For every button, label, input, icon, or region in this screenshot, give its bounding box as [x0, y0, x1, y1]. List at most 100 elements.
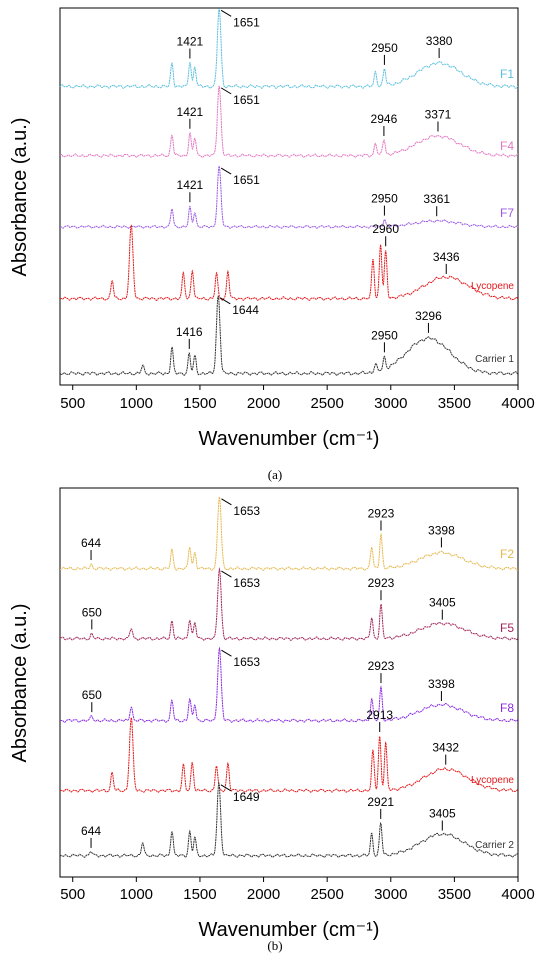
series-name-label: Carrier 2 — [475, 840, 514, 851]
peak-label: 2923 — [368, 659, 395, 673]
peak-label: 1653 — [233, 655, 260, 669]
chart-panel-1: 500 1000 1500 2000 2500 3000 3500 4000 Wavenumbe… — [9, 7, 535, 482]
x-tick-label: 3500 — [438, 395, 471, 412]
x-tick-label: 1000 — [120, 886, 153, 903]
series-line — [59, 567, 519, 641]
series-f2: F2 644 1653 2923 3398 — [59, 494, 519, 571]
series-f8: F8 650 1653 2923 3398 — [59, 646, 519, 723]
x-tick-label: 2500 — [310, 395, 343, 412]
peak-label: 3436 — [433, 250, 460, 264]
peak-label: 3380 — [426, 34, 453, 48]
x-tick-label: 1500 — [183, 395, 216, 412]
plot-frame — [59, 487, 519, 878]
x-tick-label: 2000 — [247, 395, 280, 412]
series-line — [59, 85, 519, 158]
series-f5: F5 650 1653 2923 3405 — [59, 567, 519, 641]
peak-label: 1421 — [177, 178, 204, 192]
peak-label: 1421 — [177, 105, 204, 119]
series-line — [59, 715, 518, 793]
series-line — [60, 164, 519, 229]
peak-label: 644 — [81, 824, 101, 838]
series-name-label: Lycopene — [471, 775, 514, 786]
x-tick-label: 3500 — [438, 886, 471, 903]
x-tick-label: 500 — [60, 886, 85, 903]
peak-label: 3361 — [423, 192, 450, 206]
panel-letter: (a) — [268, 467, 282, 482]
series-name-label: F4 — [500, 139, 514, 153]
x-tick-label: 1500 — [183, 886, 216, 903]
series-line — [59, 494, 519, 571]
series-line — [59, 781, 519, 858]
peak-label: 1416 — [176, 325, 203, 339]
series-line — [59, 8, 519, 89]
peak-label: 2923 — [368, 506, 395, 520]
peak-label: 2946 — [371, 112, 398, 126]
peak-label: 2960 — [372, 222, 399, 236]
peak-label: 3432 — [432, 741, 459, 755]
series-line — [59, 295, 519, 376]
peak-leader — [220, 87, 232, 95]
peak-label: 3371 — [425, 107, 452, 121]
series-f7: F7 1421 1651 2950 3361 — [60, 164, 519, 229]
series-carrier-1: Carrier 1 1416 1644 2950 3296 — [59, 295, 519, 376]
peak-label: 3398 — [428, 523, 455, 537]
series-lycopene: Lycopene 2913 3432 — [59, 708, 518, 793]
series-f1: F1 1421 1651 2950 3380 — [59, 8, 519, 89]
peak-label: 650 — [82, 605, 102, 619]
x-tick-label: 4000 — [501, 395, 534, 412]
peak-label: 650 — [82, 688, 102, 702]
peak-label: 2923 — [368, 576, 395, 590]
peak-leader — [220, 297, 231, 305]
peak-leader — [220, 9, 232, 17]
series-lycopene: Lycopene 2960 3436 — [60, 222, 519, 301]
peak-label: 3405 — [429, 807, 456, 821]
peak-label: 2950 — [371, 328, 398, 342]
series-line — [59, 646, 519, 723]
chart-panel-2: 500 1000 1500 2000 2500 3000 3500 4000 Wavenumbe… — [9, 487, 535, 953]
peak-label: 3405 — [429, 596, 456, 610]
x-tick-label: 1000 — [120, 395, 153, 412]
plot-frame — [59, 7, 519, 386]
peak-label: 1651 — [233, 15, 260, 29]
peak-label: 2913 — [366, 708, 393, 722]
x-axis-title: Wavenumber (cm⁻¹) — [199, 919, 380, 941]
x-axis-title: Wavenumber (cm⁻¹) — [199, 428, 380, 450]
peak-label: 1651 — [233, 93, 260, 107]
series-name-label: Lycopene — [471, 281, 514, 292]
x-tick-label: 3000 — [374, 886, 407, 903]
series-name-label: Carrier 1 — [475, 354, 514, 365]
peak-leader — [220, 784, 232, 792]
peak-label: 1644 — [232, 303, 259, 317]
peak-leader — [220, 167, 232, 175]
series-line — [60, 224, 519, 301]
series-name-label: F8 — [500, 701, 514, 715]
y-axis-title: Absorbance (a.u.) — [9, 604, 31, 763]
peak-label: 1421 — [177, 35, 204, 49]
series-name-label: F1 — [500, 67, 514, 81]
x-tick-label: 3000 — [374, 395, 407, 412]
series-f4: F4 1421 1651 2946 3371 — [59, 85, 519, 158]
series-name-label: F2 — [500, 547, 514, 561]
x-tick-label: 2500 — [310, 886, 343, 903]
panel-letter: (b) — [267, 938, 282, 953]
peak-label: 1653 — [233, 504, 260, 518]
peak-label: 1649 — [233, 790, 260, 804]
peak-label: 644 — [81, 536, 101, 550]
peak-label: 2950 — [371, 41, 398, 55]
peak-label: 1653 — [233, 576, 260, 590]
series-name-label: F7 — [500, 206, 514, 220]
peak-leader — [221, 498, 232, 506]
peak-label: 3398 — [428, 677, 455, 691]
peak-label: 2950 — [371, 192, 398, 206]
x-tick-label: 2000 — [247, 886, 280, 903]
series-name-label: F5 — [500, 621, 514, 635]
peak-label: 3296 — [415, 309, 442, 323]
series-carrier-2: Carrier 2 644 1649 2921 3405 — [59, 781, 519, 858]
peak-label: 2921 — [367, 795, 394, 809]
y-axis-title: Absorbance (a.u.) — [9, 118, 31, 277]
peak-label: 1651 — [233, 173, 260, 187]
peak-leader — [221, 570, 232, 578]
peak-leader — [221, 649, 232, 657]
x-tick-label: 500 — [60, 395, 85, 412]
